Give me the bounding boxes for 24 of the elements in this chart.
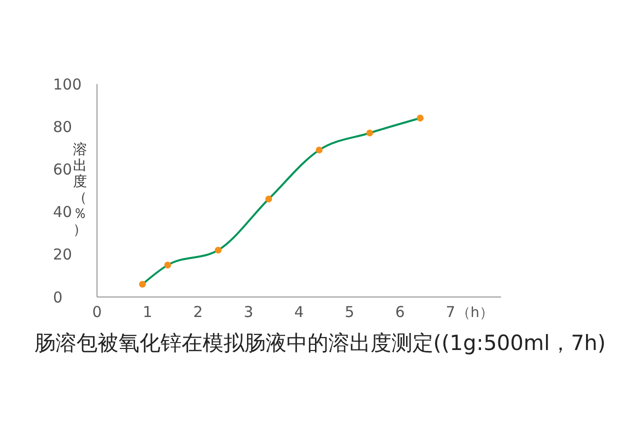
y-tick-label: 20	[53, 246, 72, 264]
point	[164, 262, 172, 268]
y-tick-label: 40	[53, 203, 72, 222]
x-tick-label: 6	[395, 303, 405, 321]
y-axis-title: 溶出度（％）	[73, 142, 87, 238]
x-tick-label: 7	[446, 303, 456, 321]
point	[139, 280, 146, 288]
x-tick-label: 3	[244, 303, 254, 321]
x-tick-label: 1	[142, 303, 152, 321]
text: 肠溶包被氧化锌在模拟肠液中的溶出度测定((1g:500ml，7h)	[34, 331, 606, 355]
y-tick-label: 60	[53, 160, 72, 178]
point	[265, 196, 272, 202]
x-tick-label: 2	[193, 303, 203, 321]
y-tick-label: 0	[53, 288, 63, 306]
y-tick-label: 100	[53, 75, 82, 94]
x-tick-label: 0	[92, 303, 102, 321]
x-tick-label: 4	[294, 303, 304, 321]
x-axis-title: （h）	[456, 305, 494, 321]
point	[416, 114, 424, 122]
point	[316, 146, 323, 154]
point	[366, 130, 374, 136]
y-tick-label: 80	[53, 118, 72, 136]
point	[214, 246, 222, 254]
x-tick-label: 5	[344, 303, 354, 321]
